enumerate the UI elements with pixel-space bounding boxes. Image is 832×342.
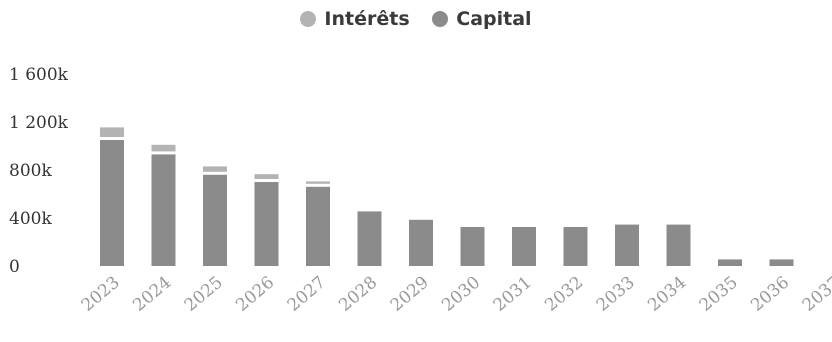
bar-capital (357, 211, 382, 266)
x-tick-label: 2029 (387, 273, 433, 316)
bar-capital (512, 227, 536, 266)
bar-interets (306, 181, 330, 184)
legend: Intérêts Capital (0, 8, 832, 32)
bar-capital (306, 186, 330, 266)
x-tick-label: 2032 (541, 273, 587, 316)
y-tick-label: 1 200k (9, 113, 69, 133)
legend-item-capital[interactable]: Capital (432, 8, 532, 30)
x-tick-label: 2025 (181, 273, 227, 316)
x-tick-label: 2027 (284, 273, 330, 316)
bar-capital (254, 182, 279, 266)
x-tick-label: 2034 (644, 273, 690, 316)
bar-capital (718, 259, 742, 266)
x-tick-label: 2028 (335, 273, 381, 316)
bar-interets (151, 144, 176, 152)
bar-capital (151, 154, 176, 266)
y-tick-label: 800k (9, 161, 52, 181)
bar-interets (254, 174, 279, 179)
bar-capital (409, 219, 433, 266)
legend-swatch-capital (432, 11, 449, 27)
x-tick-label: 2037 (799, 273, 832, 316)
bar-capital (460, 227, 485, 266)
bar-capital (563, 227, 588, 266)
y-tick-label: 400k (9, 209, 52, 229)
bar-capital (100, 140, 124, 266)
bar-interets (100, 127, 124, 137)
x-tick-label: 2026 (232, 273, 278, 316)
legend-item-interets[interactable]: Intérêts (300, 8, 410, 30)
x-tick-label: 2023 (78, 273, 124, 316)
x-tick-label: 2035 (696, 273, 742, 316)
x-tick-label: 2031 (490, 273, 536, 316)
legend-label-capital: Capital (456, 8, 532, 30)
bar-capital (615, 224, 639, 266)
y-tick-label: 0 (9, 257, 20, 277)
bar-capital (769, 259, 794, 266)
bar-capital (203, 174, 227, 266)
x-tick-label: 2033 (593, 273, 639, 316)
legend-swatch-interets (300, 11, 317, 27)
x-tick-label: 2036 (747, 273, 793, 316)
x-tick-label: 2030 (438, 273, 484, 316)
y-tick-label: 1 600k (9, 65, 69, 85)
legend-label-interets: Intérêts (324, 8, 410, 30)
bar-interets (203, 166, 227, 172)
bar-capital (666, 224, 691, 266)
x-tick-label: 2024 (129, 273, 175, 316)
